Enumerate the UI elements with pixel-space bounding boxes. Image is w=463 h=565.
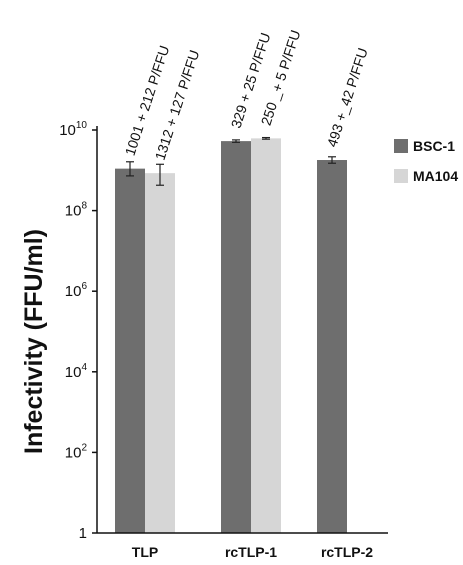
- bar-bsc-1-rctlp-1: [221, 141, 251, 533]
- legend-swatch-ma104: [394, 169, 408, 183]
- y-axis: 1 102 104 106 108 1010: [59, 120, 98, 542]
- y-tick-label: 1: [79, 525, 87, 542]
- y-axis-label: Infectivity (FFU/ml): [20, 229, 48, 454]
- bar-ma104-rctlp-1: [251, 138, 281, 533]
- legend-swatch-bsc-1: [394, 139, 408, 153]
- x-tick-label: rcTLP-1: [225, 544, 277, 560]
- x-tick-label: TLP: [132, 544, 158, 560]
- legend-label-bsc-1: BSC-1: [413, 138, 455, 154]
- x-tick-label: rcTLP-2: [321, 544, 373, 560]
- bar-ma104-tlp: [145, 173, 175, 534]
- y-tick-label: 106: [65, 281, 88, 300]
- y-tick-label: 102: [65, 442, 88, 461]
- y-tick-label: 104: [65, 362, 88, 381]
- bar-annotation: 493 +_42 P/FFU: [324, 46, 371, 149]
- bar-bsc-1-rctlp-2: [317, 160, 347, 533]
- y-tick-label: 1010: [59, 120, 87, 139]
- legend: BSC-1 MA104: [394, 138, 458, 184]
- x-axis: TLP rcTLP-1 rcTLP-2: [97, 532, 388, 560]
- y-tick-label: 108: [65, 201, 88, 220]
- legend-label-ma104: MA104: [413, 168, 458, 184]
- bar-bsc-1-tlp: [115, 168, 145, 533]
